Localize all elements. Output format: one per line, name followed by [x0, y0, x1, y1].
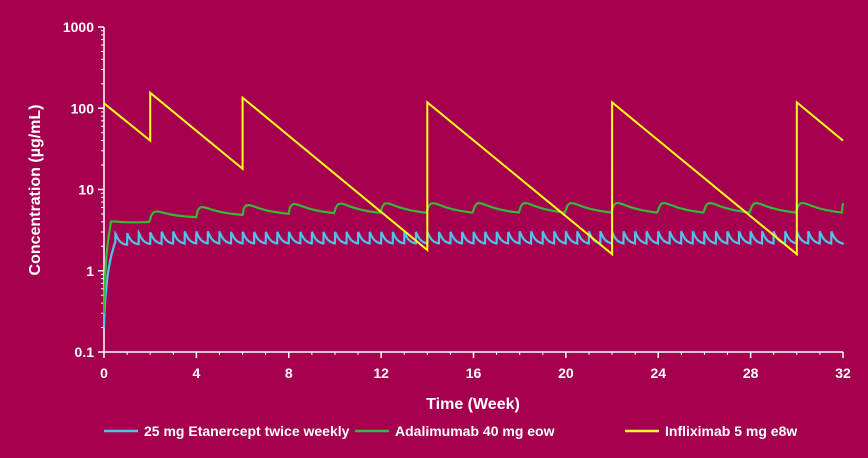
y-tick-label: 10: [78, 182, 94, 198]
series-line-adalimumab: [102, 201, 845, 314]
axes: 0.1 1 10 100 1000 0 4 8 12 16 20 24 28 32: [63, 19, 851, 381]
series-layer: [102, 90, 845, 328]
x-tick-label: 28: [743, 365, 759, 381]
x-tick-label: 12: [373, 365, 389, 381]
legend-label: 25 mg Etanercept twice weekly: [144, 423, 350, 439]
x-axis-title: Time (Week): [426, 396, 520, 413]
x-tick-label: 0: [100, 365, 108, 381]
y-tick-label: 1000: [63, 19, 94, 35]
x-tick-label: 20: [558, 365, 574, 381]
y-tick-label: 0.1: [75, 344, 95, 360]
series-line-infliximab: [103, 90, 844, 257]
legend: 25 mg Etanercept twice weekly Adalimumab …: [104, 423, 797, 439]
y-tick-label: 1: [86, 263, 94, 279]
x-tick-label: 24: [650, 365, 666, 381]
x-tick-label: 16: [466, 365, 482, 381]
series-line-etanercept: [102, 228, 845, 328]
y-axis-title: Concentration (µg/mL): [27, 105, 44, 276]
legend-label: Adalimumab 40 mg eow: [395, 423, 555, 439]
x-tick-label: 8: [285, 365, 293, 381]
x-tick-label: 32: [835, 365, 851, 381]
x-tick-label: 4: [192, 365, 200, 381]
y-tick-label: 100: [71, 100, 95, 116]
legend-label: Infliximab 5 mg e8w: [665, 423, 797, 439]
